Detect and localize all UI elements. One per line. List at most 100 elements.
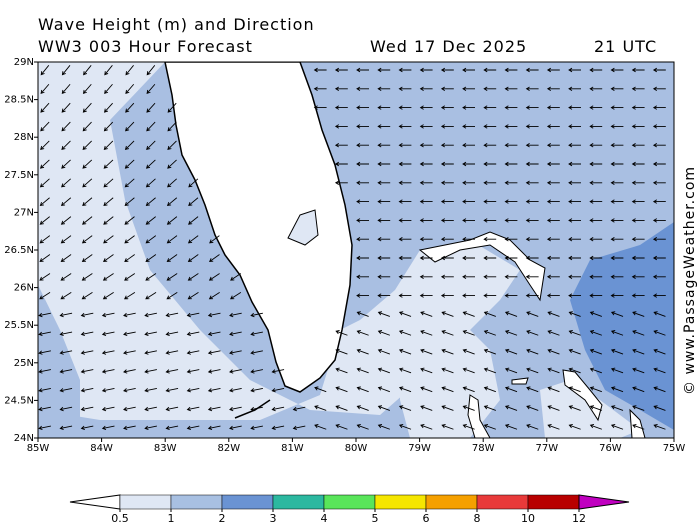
wave-arrow: [356, 161, 369, 167]
wave-arrow: [526, 367, 539, 374]
wave-arrow: [144, 312, 157, 318]
land-florida: [164, 62, 353, 393]
wave-arrow: [525, 255, 539, 261]
wave-arrow: [123, 350, 136, 355]
wave-arrow: [377, 255, 391, 261]
wave-arrow: [483, 330, 496, 336]
wave-arrow: [82, 83, 92, 95]
wave-arrow: [125, 83, 135, 95]
wave-arrow: [652, 161, 666, 167]
colorbar-swatch: [476, 494, 529, 510]
deep-water: [570, 222, 674, 430]
wave-arrow: [547, 311, 560, 317]
wave-arrow: [146, 121, 156, 132]
wave-arrow: [377, 105, 391, 110]
wave-arrow: [546, 218, 560, 223]
wave-arrow: [547, 405, 560, 411]
wave-arrow: [462, 143, 475, 148]
wave-arrow: [377, 180, 391, 185]
wave-arrow: [145, 159, 156, 169]
wave-arrow: [462, 405, 475, 411]
wave-arrow: [610, 180, 624, 185]
wave-arrow: [356, 367, 369, 374]
wave-arrow: [652, 293, 666, 298]
wave-arrow: [125, 102, 135, 113]
wave-arrow: [207, 369, 221, 374]
colorbar-swatch: [527, 494, 580, 510]
y-tick-label: 27N: [14, 207, 34, 218]
wave-arrow: [462, 348, 475, 355]
wave-arrow: [250, 331, 263, 336]
wave-arrow: [271, 406, 285, 412]
wave-arrow: [420, 330, 433, 336]
wave-arrow: [441, 424, 454, 430]
wave-arrow: [568, 105, 581, 110]
wave-arrow: [546, 86, 560, 91]
wave-arrow: [483, 237, 497, 242]
wave-arrow: [462, 274, 475, 279]
wave-arrow: [483, 405, 496, 411]
wave-arrow: [631, 124, 645, 129]
wave-arrow: [145, 292, 157, 300]
wave-arrow: [568, 311, 581, 317]
wave-arrow: [462, 367, 475, 374]
wave-arrow: [419, 218, 433, 223]
colorbar-swatch: [323, 494, 376, 510]
wave-arrow: [124, 254, 135, 262]
wave-arrow: [504, 311, 518, 317]
wave-arrow: [81, 273, 93, 281]
wave-arrow: [103, 102, 113, 113]
wave-arrow: [356, 311, 369, 317]
wave-arrow: [80, 425, 94, 430]
x-tick-label: 78W: [472, 443, 495, 454]
wave-arrow: [504, 237, 518, 242]
wave-arrow: [546, 180, 560, 185]
wave-arrow: [589, 330, 602, 336]
wave-arrow: [504, 255, 518, 261]
wave-arrow: [610, 367, 624, 374]
wave-arrow: [60, 292, 72, 300]
wave-arrow: [229, 312, 242, 318]
wave-arrow: [631, 86, 645, 91]
wave-arrow: [398, 367, 412, 374]
wave-arrow: [398, 293, 412, 298]
lake: [287, 209, 319, 246]
colorbar-label: 8: [474, 512, 481, 525]
wave-arrow: [40, 121, 50, 132]
wave-arrow: [440, 67, 454, 73]
wave-arrow: [568, 255, 581, 261]
wave-arrow: [124, 178, 135, 188]
wave-arrow: [419, 143, 433, 148]
wave-arrow: [38, 350, 51, 355]
wave-arrow: [356, 105, 369, 110]
wave-arrow: [250, 350, 263, 355]
wave-arrow: [59, 312, 73, 318]
wave-arrow: [483, 367, 496, 374]
wave-arrow: [462, 330, 475, 336]
wave-arrow: [653, 386, 666, 393]
wave-arrow: [504, 67, 518, 73]
wave-arrow: [631, 237, 645, 242]
wave-arrow: [398, 67, 412, 73]
wave-arrow: [610, 386, 624, 393]
wave-arrow: [483, 274, 497, 279]
wave-arrow: [483, 105, 497, 110]
wave-arrow: [377, 161, 391, 167]
land-island: [467, 394, 491, 438]
wave-arrow: [39, 235, 51, 244]
x-tick-label: 75W: [663, 443, 686, 454]
wave-arrow: [186, 312, 200, 318]
wave-arrow: [483, 161, 497, 167]
x-tick-label: 80W: [345, 443, 368, 454]
wave-arrow: [103, 197, 114, 207]
wave-arrow: [398, 218, 412, 223]
wave-arrow: [526, 424, 539, 430]
x-tick-label: 76W: [599, 443, 622, 454]
wave-arrow: [610, 237, 624, 242]
wave-arrow: [420, 424, 433, 430]
wave-arrow: [314, 424, 327, 430]
wave-arrow: [546, 161, 560, 167]
wave-arrow: [610, 311, 624, 317]
wave-arrow: [462, 218, 475, 223]
